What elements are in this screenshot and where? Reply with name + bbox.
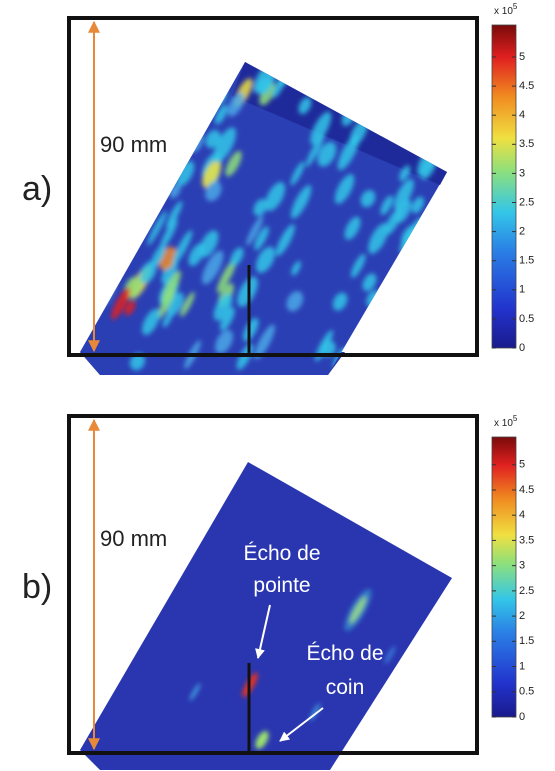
colorbar-tick-label: 5 xyxy=(519,51,525,63)
colorbar-tick-label: 2 xyxy=(519,610,525,622)
colorbar-tick-label: 2.5 xyxy=(519,585,534,597)
colorbar-tick-label: 4 xyxy=(519,109,525,121)
colorbar-tick-label: 4.5 xyxy=(519,80,534,92)
annotation-arrow xyxy=(255,604,271,659)
colorbar-tick-label: 3.5 xyxy=(519,138,534,150)
frame xyxy=(67,16,479,357)
dimension-label: 90 mm xyxy=(100,526,167,551)
multiplier: x 10 xyxy=(494,418,513,429)
colorbar-tick-label: 0.5 xyxy=(519,686,534,698)
colorbar-tick-label: 1.5 xyxy=(519,635,534,647)
colorbar-tick-label: 0.5 xyxy=(519,313,534,325)
colorbar xyxy=(491,24,517,349)
colorbar-tick-label: 5 xyxy=(519,459,525,471)
colorbar xyxy=(491,436,517,718)
colorbar-tick-label: 3 xyxy=(519,167,525,179)
colorbar-multiplier: x 105 xyxy=(494,414,518,429)
annotation: Écho de xyxy=(306,642,383,665)
colorbar-tick-label: 0 xyxy=(519,711,525,723)
annotation: pointe xyxy=(253,574,310,597)
scan-image-a xyxy=(80,62,447,375)
colorbar-tick-label: 1.5 xyxy=(519,255,534,267)
colorbar-tick-label: 3 xyxy=(519,560,525,572)
panel-label: a) xyxy=(22,170,52,208)
colorbar-tick-label: 2.5 xyxy=(519,196,534,208)
annotation: Écho de xyxy=(243,542,320,565)
colorbar-tick-label: 4.5 xyxy=(519,484,534,496)
frame xyxy=(67,414,479,755)
colorbar-tick-label: 2 xyxy=(519,226,525,238)
colorbar-tick-label: 3.5 xyxy=(519,534,534,546)
colorbar-tick-label: 0 xyxy=(519,342,525,354)
panel-label: b) xyxy=(22,568,52,606)
colorbar-tick-label: 4 xyxy=(519,509,525,521)
colorbar-tick-label: 1 xyxy=(519,660,525,672)
dimension-label: 90 mm xyxy=(100,132,167,157)
multiplier: x 10 xyxy=(494,6,513,17)
annotation: coin xyxy=(326,676,365,699)
scan-image-b xyxy=(80,462,452,770)
annotation-arrow xyxy=(279,707,324,742)
colorbar-multiplier: x 105 xyxy=(494,2,518,17)
exponent: 5 xyxy=(513,2,518,11)
colorbar-tick-label: 1 xyxy=(519,284,525,296)
exponent: 5 xyxy=(513,414,518,423)
